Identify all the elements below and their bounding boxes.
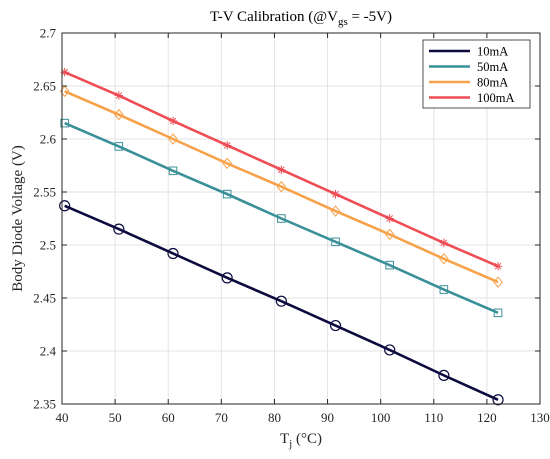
x-tick-label: 70 [215,410,228,425]
chart-title: T-V Calibration (@Vgs = -5V) [210,9,392,28]
data-point-50ma [222,189,232,199]
legend-label-80ma: 80mA [477,75,508,89]
data-point-10ma [59,200,71,212]
data-point-50ma [439,285,449,294]
y-tick-label: 2.6 [40,132,57,147]
x-tick-label: 40 [56,410,69,425]
x-tick-label: 100 [371,410,391,425]
data-point-10ma [438,369,450,381]
y-tick-label: 2.65 [33,79,56,94]
data-point-50ma [114,142,124,151]
data-point-100ma [493,262,503,271]
y-tick-label: 2.55 [33,185,56,200]
data-series [59,68,504,406]
data-point-80ma [439,253,449,265]
y-tick-label: 2.5 [40,238,56,253]
x-tick-label: 90 [321,410,334,425]
x-tick-label: 110 [424,410,443,425]
legend-label-100ma: 100mA [477,91,515,105]
data-point-50ma [385,260,394,270]
data-point-80ma [276,180,287,193]
x-tick-label: 120 [477,410,497,425]
data-point-100ma [277,165,286,174]
x-tick-label: 50 [109,410,122,425]
axis-ticks: 40 50 60 70 80 90 100 110 120 130 2.35 2.4 2.45 2.5 2.… [33,26,550,426]
data-point-10ma [492,394,504,406]
data-point-100ma [331,189,340,199]
x-tick-label: 80 [268,410,281,425]
data-point-100ma [222,141,232,150]
data-point-80ma [330,205,341,217]
data-point-50ma [277,214,286,223]
data-point-80ma [222,157,233,170]
x-tick-label: 60 [162,410,175,425]
data-point-80ma [493,276,503,288]
y-axis-title: Body Diode Voltage (V) [10,145,26,292]
y-tick-label: 2.4 [40,344,57,359]
series-10ma [59,200,504,406]
x-axis-title: Tj (°C) [280,431,322,450]
legend-label-50ma: 50mA [477,60,508,74]
data-point-10ma [221,272,233,284]
data-point-10ma [167,247,179,260]
data-point-50ma [493,308,503,318]
y-tick-label: 2.35 [33,397,56,412]
data-point-50ma [168,166,178,176]
x-tick-label: 130 [530,410,550,425]
data-point-100ma [385,214,394,223]
legend-label-10ma: 10mA [477,44,508,58]
series-line-80ma [64,90,499,284]
data-point-80ma [384,228,395,241]
data-point-100ma [114,91,124,100]
data-point-10ma [275,295,287,307]
data-point-10ma [384,344,396,356]
y-tick-label: 2.45 [33,291,56,306]
plot-frame [61,32,541,405]
data-point-10ma [329,319,342,332]
series-100ma [60,68,503,271]
data-point-10ma [113,223,125,235]
data-point-50ma [331,237,340,247]
x-axis-title-subscript: j [288,438,292,450]
data-point-80ma [168,133,178,145]
series-line-50ma [64,121,499,315]
series-line-10ma [64,204,499,401]
data-point-80ma [113,108,124,121]
data-point-100ma [439,238,449,248]
data-point-100ma [60,68,69,77]
series-50ma [60,118,503,318]
grid-lines [62,33,540,404]
series-80ma [59,85,503,288]
y-tick-label: 2.7 [40,26,57,41]
data-point-50ma [60,118,69,128]
chart-title-subscript: gs [338,16,348,28]
data-point-100ma [168,116,178,126]
